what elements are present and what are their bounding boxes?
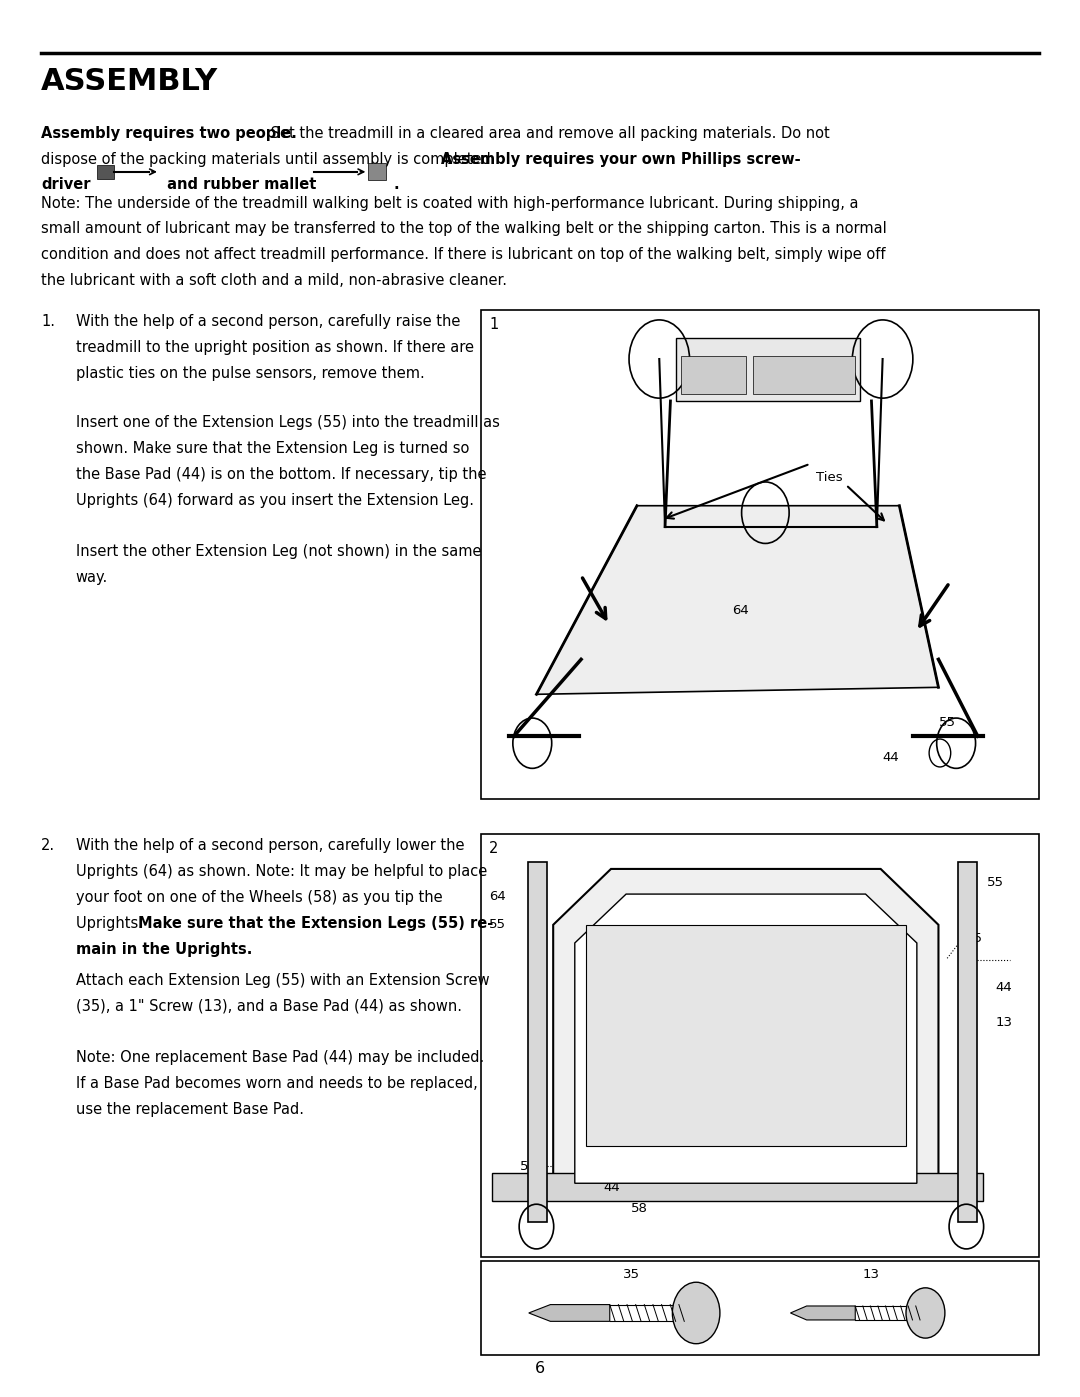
Text: 55: 55 <box>987 876 1004 890</box>
Text: 44: 44 <box>882 750 900 764</box>
Polygon shape <box>537 506 939 694</box>
Bar <box>681 356 746 394</box>
Text: Insert the other Extension Leg (not shown) in the same: Insert the other Extension Leg (not show… <box>76 545 481 559</box>
Text: 2: 2 <box>489 841 499 856</box>
Text: Assembly requires two people.: Assembly requires two people. <box>41 126 297 141</box>
Text: plastic ties on the pulse sensors, remove them.: plastic ties on the pulse sensors, remov… <box>76 366 424 381</box>
Text: 44: 44 <box>604 1182 620 1194</box>
Text: 55: 55 <box>939 715 956 729</box>
Text: 35: 35 <box>966 932 983 946</box>
Text: 1: 1 <box>489 317 499 332</box>
Text: 35: 35 <box>623 1268 639 1281</box>
Bar <box>754 356 854 394</box>
Text: 55: 55 <box>519 1161 537 1173</box>
Text: Note: One replacement Base Pad (44) may be included.: Note: One replacement Base Pad (44) may … <box>76 1051 484 1065</box>
Text: 58: 58 <box>632 1203 648 1215</box>
Text: Ties: Ties <box>815 471 842 485</box>
Text: your foot on one of the Wheels (58) as you tip the: your foot on one of the Wheels (58) as y… <box>76 890 442 905</box>
Text: 64: 64 <box>489 890 507 902</box>
Text: the Base Pad (44) is on the bottom. If necessary, tip the: the Base Pad (44) is on the bottom. If n… <box>76 467 486 482</box>
Text: Set the treadmill in a cleared area and remove all packing materials. Do not: Set the treadmill in a cleared area and … <box>266 126 829 141</box>
Bar <box>368 163 386 180</box>
Text: driver: driver <box>41 177 91 193</box>
Bar <box>481 310 1039 799</box>
Text: use the replacement Base Pad.: use the replacement Base Pad. <box>76 1102 303 1116</box>
Text: dispose of the packing materials until assembly is completed.: dispose of the packing materials until a… <box>41 152 500 166</box>
Circle shape <box>673 1282 720 1344</box>
Bar <box>481 834 1039 1257</box>
Polygon shape <box>575 894 917 1183</box>
Text: .: . <box>393 177 399 193</box>
Bar <box>676 338 861 401</box>
Bar <box>97 165 114 179</box>
Text: Assembly requires your own Phillips screw-: Assembly requires your own Phillips scre… <box>441 152 800 166</box>
Bar <box>958 862 977 1222</box>
Text: 13: 13 <box>648 1161 664 1173</box>
Text: 64: 64 <box>732 604 748 617</box>
Text: treadmill to the upright position as shown. If there are: treadmill to the upright position as sho… <box>76 341 474 355</box>
Text: condition and does not affect treadmill performance. If there is lubricant on to: condition and does not affect treadmill … <box>41 247 886 263</box>
Text: 2.: 2. <box>41 838 55 854</box>
Text: Note: The underside of the treadmill walking belt is coated with high-performanc: Note: The underside of the treadmill wal… <box>41 196 859 211</box>
Bar <box>528 862 548 1222</box>
Text: 13: 13 <box>863 1268 880 1281</box>
Text: Uprights (64) as shown. Note: It may be helpful to place: Uprights (64) as shown. Note: It may be … <box>76 863 487 879</box>
Text: shown. Make sure that the Extension Leg is turned so: shown. Make sure that the Extension Leg … <box>76 441 469 455</box>
Text: Insert one of the Extension Legs (55) into the treadmill as: Insert one of the Extension Legs (55) in… <box>76 415 499 430</box>
Bar <box>481 1261 1039 1355</box>
Text: Make sure that the Extension Legs (55) re-: Make sure that the Extension Legs (55) r… <box>138 916 494 930</box>
Text: (35), a 1" Screw (13), and a Base Pad (44) as shown.: (35), a 1" Screw (13), and a Base Pad (4… <box>76 999 461 1013</box>
Text: 55: 55 <box>489 918 507 930</box>
Polygon shape <box>553 869 939 1194</box>
Polygon shape <box>791 1306 855 1320</box>
Text: and rubber mallet: and rubber mallet <box>162 177 316 193</box>
Bar <box>491 1173 983 1201</box>
Text: 35: 35 <box>632 1126 648 1139</box>
Text: 13: 13 <box>996 1016 1013 1030</box>
Text: the lubricant with a soft cloth and a mild, non-abrasive cleaner.: the lubricant with a soft cloth and a mi… <box>41 274 507 288</box>
Text: With the help of a second person, carefully lower the: With the help of a second person, carefu… <box>76 838 464 854</box>
Text: ASSEMBLY: ASSEMBLY <box>41 67 218 96</box>
Text: way.: way. <box>76 570 108 585</box>
Text: Uprights (64) forward as you insert the Extension Leg.: Uprights (64) forward as you insert the … <box>76 493 474 507</box>
Text: Attach each Extension Leg (55) with an Extension Screw: Attach each Extension Leg (55) with an E… <box>76 972 489 988</box>
Text: main in the Uprights.: main in the Uprights. <box>76 942 252 957</box>
Bar <box>585 925 906 1146</box>
Polygon shape <box>529 1305 610 1322</box>
Text: Uprights.: Uprights. <box>76 916 147 930</box>
Text: With the help of a second person, carefully raise the: With the help of a second person, carefu… <box>76 314 460 330</box>
Text: small amount of lubricant may be transferred to the top of the walking belt or t: small amount of lubricant may be transfe… <box>41 221 887 236</box>
Text: 1.: 1. <box>41 314 55 330</box>
Text: 44: 44 <box>996 981 1013 995</box>
Text: 6: 6 <box>535 1361 545 1376</box>
Text: If a Base Pad becomes worn and needs to be replaced,: If a Base Pad becomes worn and needs to … <box>76 1076 477 1091</box>
Circle shape <box>906 1288 945 1338</box>
